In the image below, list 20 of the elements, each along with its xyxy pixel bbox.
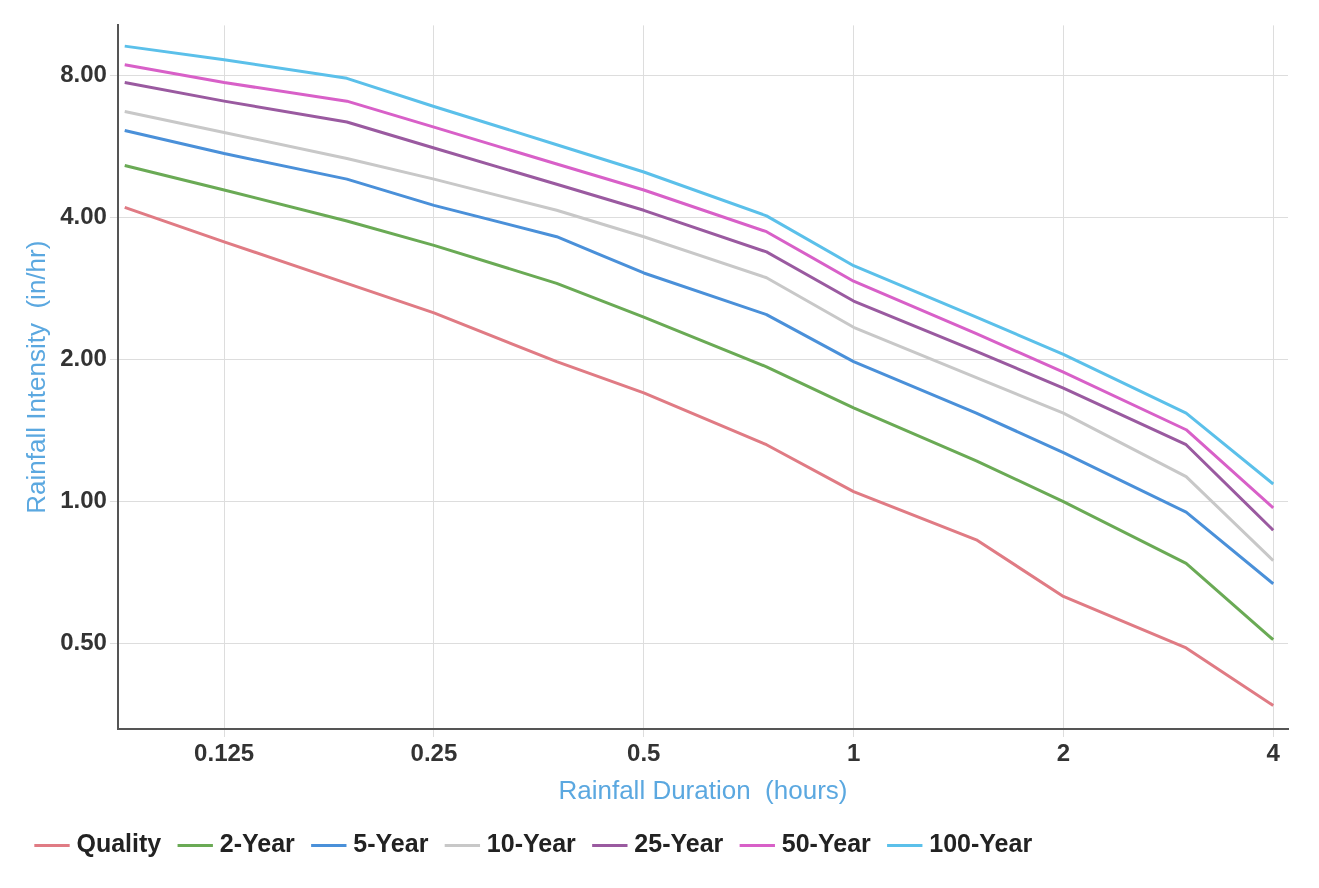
legend-label: 10-Year xyxy=(486,829,577,858)
x-axis-title: Rainfall Duration (hours) xyxy=(558,774,848,805)
x-tick-label: 1 xyxy=(846,739,861,767)
legend-label: 2-Year xyxy=(219,829,296,858)
y-tick-label: 1.00 xyxy=(60,486,107,514)
legend-label: 25-Year xyxy=(634,829,724,858)
y-tick-label: 0.50 xyxy=(60,628,107,656)
y-tick-label: 8.00 xyxy=(60,59,107,87)
x-tick-label: 4 xyxy=(1266,739,1281,767)
legend-label: 50-Year xyxy=(781,829,872,858)
legend-label: Quality xyxy=(76,829,162,858)
y-tick-label: 4.00 xyxy=(60,201,107,229)
y-tick-label: 2.00 xyxy=(60,344,107,372)
legend-label: 5-Year xyxy=(353,829,429,858)
legend-label: 100-Year xyxy=(929,829,1033,858)
y-axis-title: Rainfall Intensity (in/hr) xyxy=(20,240,51,514)
x-tick-label: 0.5 xyxy=(627,739,661,767)
x-tick-label: 2 xyxy=(1056,739,1071,767)
x-tick-label: 0.125 xyxy=(194,739,255,767)
x-tick-label: 0.25 xyxy=(410,739,458,767)
